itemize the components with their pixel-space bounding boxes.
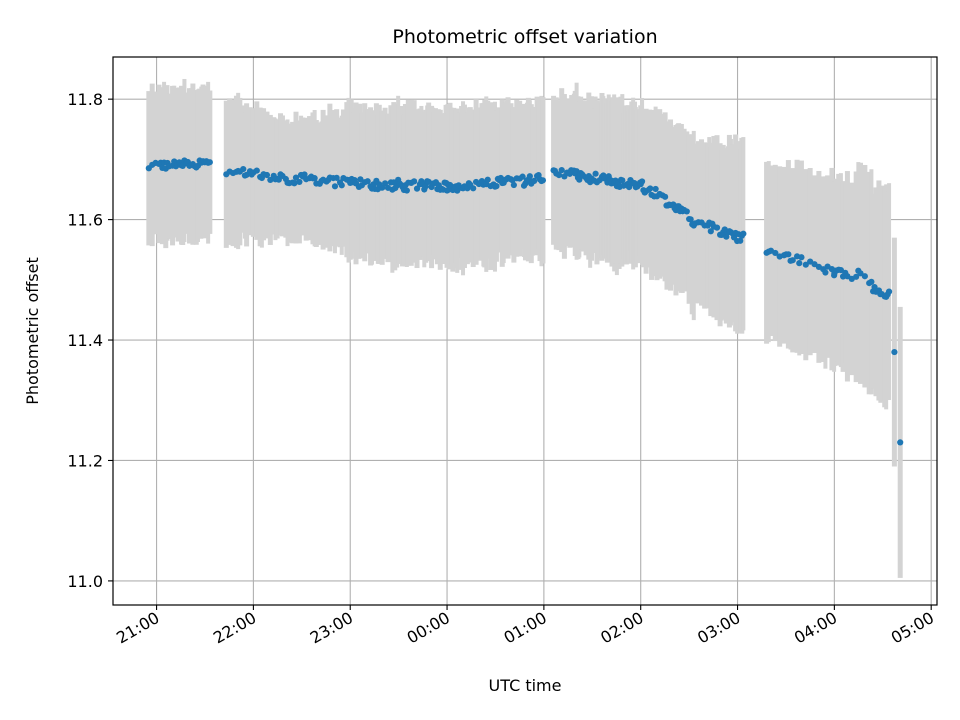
y-tick-label: 11.8 <box>67 90 103 109</box>
data-point <box>484 176 491 183</box>
data-point <box>625 184 633 191</box>
data-point <box>871 283 878 291</box>
data-point <box>526 173 533 180</box>
data-point <box>291 180 298 187</box>
plot-frame <box>112 56 938 606</box>
data-point <box>802 261 809 268</box>
data-points <box>145 157 904 446</box>
data-point <box>364 178 371 185</box>
x-tick-label: 04:00 <box>791 608 840 648</box>
data-point <box>785 251 792 258</box>
data-point <box>772 249 779 257</box>
data-point <box>253 167 260 174</box>
data-point <box>206 159 213 166</box>
data-point <box>662 193 669 200</box>
x-tick-label: 02:00 <box>597 608 646 648</box>
data-point <box>413 185 421 192</box>
data-point <box>853 273 860 280</box>
data-point <box>707 228 714 235</box>
data-point <box>885 288 893 295</box>
data-point <box>519 173 526 180</box>
y-tick-label: 11.0 <box>67 572 103 591</box>
y-tick-label: 11.2 <box>67 451 103 470</box>
data-point <box>740 230 747 237</box>
data-point <box>891 348 898 356</box>
data-point <box>267 176 274 184</box>
data-point <box>683 208 690 215</box>
data-point <box>301 171 308 178</box>
y-tick-label: 11.4 <box>67 331 103 350</box>
data-point <box>558 167 565 174</box>
data-point <box>868 278 875 285</box>
data-point <box>687 216 694 223</box>
data-point <box>789 257 796 264</box>
data-point <box>422 183 429 190</box>
data-point <box>263 171 271 179</box>
data-point <box>647 185 654 192</box>
chart-title: Photometric offset variation <box>392 26 657 48</box>
data-point <box>798 254 805 261</box>
x-tick-label: 01:00 <box>500 608 549 648</box>
data-point <box>822 269 829 276</box>
x-axis-label: UTC time <box>489 676 562 695</box>
data-point <box>311 175 318 182</box>
data-point <box>897 439 904 446</box>
x-tick-label: 05:00 <box>888 608 937 648</box>
data-point <box>292 174 300 181</box>
data-point <box>331 183 339 190</box>
data-point <box>713 224 721 231</box>
data-point <box>510 181 517 189</box>
data-point <box>592 170 599 177</box>
y-axis-label: Photometric offset <box>23 257 42 405</box>
data-point <box>403 187 410 194</box>
data-point <box>333 174 340 181</box>
x-tick-label: 03:00 <box>694 608 743 648</box>
data-point <box>857 270 864 277</box>
data-point <box>737 237 744 244</box>
data-point <box>381 180 389 187</box>
x-tick-label: 21:00 <box>113 608 162 648</box>
data-point <box>357 176 364 183</box>
data-point <box>296 178 303 186</box>
data-point <box>240 165 247 173</box>
data-point <box>861 273 868 280</box>
x-tick-label: 23:00 <box>307 608 356 648</box>
data-point <box>411 178 418 185</box>
data-point <box>555 172 563 179</box>
x-tick-label: 00:00 <box>404 608 453 648</box>
y-axis-ticks: 11.0 11.2 11.4 11.6 11.8 <box>67 90 113 591</box>
x-tick-label: 22:00 <box>210 608 259 648</box>
data-point <box>338 182 345 189</box>
data-point <box>796 260 803 267</box>
data-point <box>652 185 659 193</box>
data-point <box>470 185 477 192</box>
data-point <box>531 177 538 184</box>
error-bars <box>146 78 903 578</box>
x-axis-ticks: 21:00 22:00 23:00 00:00 01:00 02:00 03:00 04:00… <box>113 605 937 648</box>
data-point <box>539 177 547 184</box>
data-point <box>576 176 583 183</box>
data-point <box>493 183 500 190</box>
data-point <box>619 177 626 184</box>
y-tick-label: 11.6 <box>67 211 103 230</box>
data-point <box>638 178 646 185</box>
